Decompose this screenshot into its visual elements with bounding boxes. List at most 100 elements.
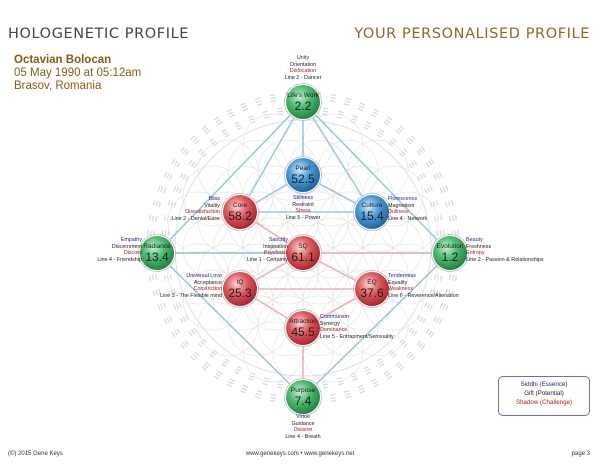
sphere-name: Life's Work xyxy=(287,92,320,99)
sphere-value: 15.4 xyxy=(360,209,384,223)
ring-glyph xyxy=(433,171,443,181)
ring-glyph xyxy=(436,230,445,236)
label-purpose: Virtue Guidance Division Line 4 - Breath xyxy=(285,414,320,440)
ring-glyph xyxy=(171,158,181,168)
siddhi-text: Empathy xyxy=(120,237,142,243)
gift-text: Orientation xyxy=(289,61,317,68)
ring-glyph xyxy=(429,200,439,208)
shadow-text: Weakness xyxy=(388,286,414,293)
sphere-name: SQ xyxy=(298,243,307,250)
sphere-name: IQ xyxy=(237,279,244,286)
ring-glyph xyxy=(343,390,352,399)
sphere-value: 58.2 xyxy=(228,209,252,223)
gift-text: Discernment xyxy=(111,243,142,250)
line-text: Line 3 - The Flexible mind xyxy=(160,292,222,299)
personalised-profile-title: YOUR PERSONALISED PROFILE xyxy=(354,26,590,42)
path-lifes_work-core xyxy=(239,101,304,213)
sphere-body xyxy=(286,158,320,192)
ring-glyph xyxy=(370,378,380,388)
ring-glyph xyxy=(357,384,366,394)
ring-glyph xyxy=(448,274,458,282)
ring-glyph xyxy=(269,393,277,403)
ring-glyph xyxy=(240,384,249,394)
line-text: Line 4 - Friendship xyxy=(97,256,142,263)
ring-glyph xyxy=(198,148,207,158)
ring-glyph xyxy=(234,121,243,131)
siddhi-text: Communion xyxy=(320,314,350,320)
siddhi-text: Florescence xyxy=(388,196,418,202)
sphere-name: Culture xyxy=(362,202,383,209)
ring-glyph xyxy=(425,328,435,338)
gift-text: Magnetism xyxy=(388,202,415,209)
ring-glyph xyxy=(201,125,211,135)
ring-glyph xyxy=(408,160,418,169)
gift-text: Restraint xyxy=(292,201,314,208)
ring-glyph xyxy=(425,158,435,168)
shadow-text: Dominance xyxy=(320,327,348,334)
legend-box: Siddhi (Essence) Gift (Potential) Shadow… xyxy=(498,376,590,416)
ring-glyph xyxy=(188,327,198,336)
sphere-name: Evolution xyxy=(437,243,464,250)
ring-glyph xyxy=(190,135,200,145)
ring-glyph xyxy=(383,370,393,380)
ring-glyph xyxy=(254,390,263,399)
legend-siddhi: Siddhi (Essence) xyxy=(520,381,568,388)
ring-glyph xyxy=(417,172,426,181)
ring-glyph xyxy=(171,328,181,338)
birth-place: Brasov, Romania xyxy=(14,80,102,92)
gift-text: Freshness xyxy=(466,243,492,250)
shadow-text: Psychosis xyxy=(263,250,288,257)
ring-glyph xyxy=(343,97,352,106)
siddhi-text: Virtue xyxy=(296,414,310,420)
sphere-name: Pearl xyxy=(295,165,311,172)
ring-glyph xyxy=(180,340,190,350)
ring-glyph xyxy=(388,349,397,358)
label-iq: Universal Love Acceptance Constriction L… xyxy=(160,273,222,299)
siddhi-text: Universal Love xyxy=(186,273,222,279)
sphere-value: 13.4 xyxy=(145,250,169,264)
ring-glyph xyxy=(167,200,177,208)
ring-glyph xyxy=(188,160,198,169)
gift-text: Acceptance xyxy=(193,279,222,286)
line-text: Line 1 - Certainty xyxy=(246,256,288,263)
sphere-value: 61.1 xyxy=(291,250,315,264)
ring-glyph xyxy=(209,349,218,358)
ring-glyph xyxy=(424,302,433,310)
sphere-value: 25.3 xyxy=(228,286,252,300)
gift-text: Synergy xyxy=(320,320,340,327)
legend-gift: Gift (Potential) xyxy=(524,390,564,397)
ring-glyph xyxy=(180,146,190,156)
shadow-text: Constriction xyxy=(193,286,222,293)
ring-glyph xyxy=(167,288,177,296)
label-attraction: Communion Synergy Dominance Line 5 - Ent… xyxy=(320,314,394,340)
sphere-name: Attraction xyxy=(289,318,317,325)
ring-glyph xyxy=(370,108,380,118)
sphere-name: Purpose xyxy=(291,387,316,394)
ring-glyph xyxy=(180,315,189,324)
sphere-name: EQ xyxy=(367,279,376,286)
ring-glyph xyxy=(445,199,454,208)
ring-glyph xyxy=(439,185,449,194)
ring-glyph xyxy=(416,146,426,156)
siddhi-text: Stillness xyxy=(292,195,314,201)
gift-text: Guidance xyxy=(291,420,315,427)
ring-glyph xyxy=(190,351,200,361)
ring-glyph xyxy=(146,229,155,237)
footer-website: www.genekeys.com • www.genekeys.net xyxy=(245,451,355,457)
gift-text: Inspiration xyxy=(263,243,288,250)
sphere-value: 52.5 xyxy=(291,172,315,186)
sphere-body xyxy=(286,311,320,345)
siddhi-text: Unity xyxy=(296,55,310,61)
ring-glyph xyxy=(416,340,426,350)
sphere-body xyxy=(223,272,257,306)
ring-glyph xyxy=(399,148,408,158)
siddhi-text: Tenderness xyxy=(388,273,416,279)
ring-glyph xyxy=(152,288,161,297)
label-core: Bliss Vitality Dissatisfaction Line 2 - … xyxy=(171,196,220,222)
